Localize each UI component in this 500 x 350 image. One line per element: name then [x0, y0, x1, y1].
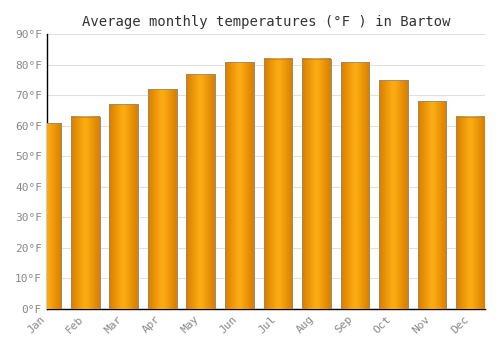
Bar	[225, 62, 254, 309]
Bar	[186, 74, 216, 309]
Bar	[110, 104, 138, 309]
Bar	[264, 59, 292, 309]
Bar	[71, 117, 100, 309]
Bar	[456, 117, 485, 309]
Bar	[32, 123, 62, 309]
Bar	[148, 89, 177, 309]
Bar	[418, 102, 446, 309]
Title: Average monthly temperatures (°F ) in Bartow: Average monthly temperatures (°F ) in Ba…	[82, 15, 450, 29]
Bar	[302, 59, 331, 309]
Bar	[340, 62, 370, 309]
Bar	[379, 80, 408, 309]
